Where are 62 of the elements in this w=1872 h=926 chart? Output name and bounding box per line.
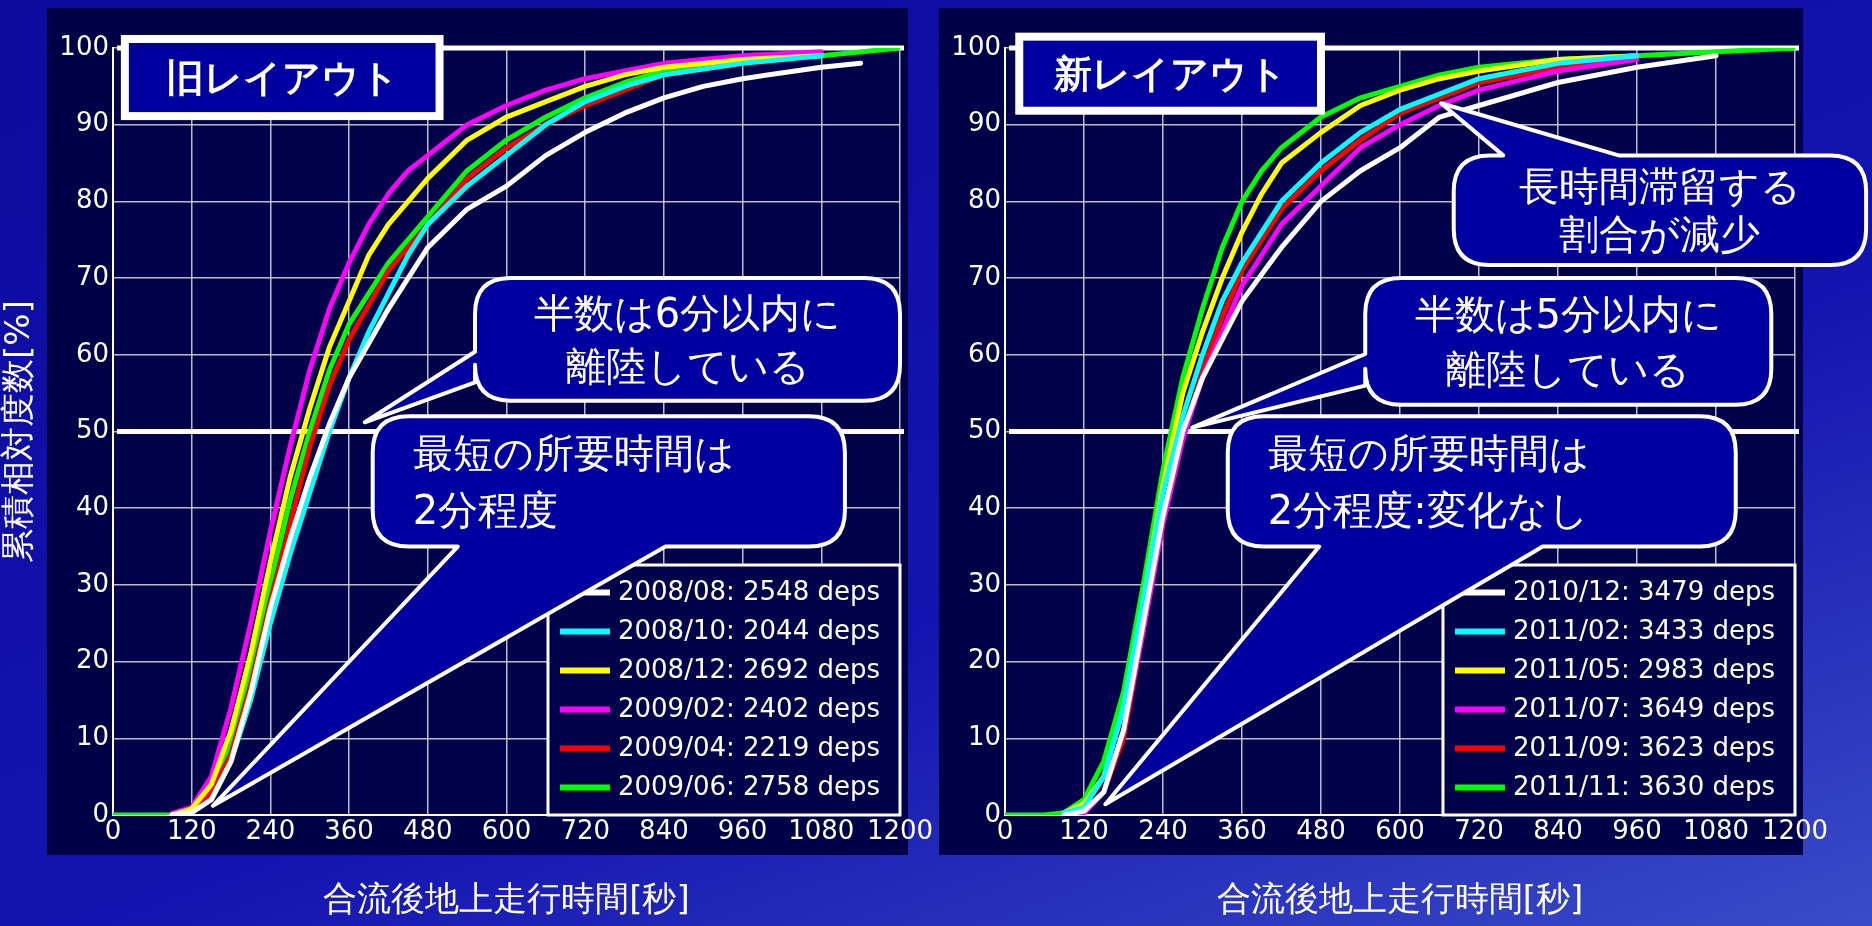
y-tick-label: 20	[75, 644, 109, 675]
annotation: 最短の所要時間は2分程度:変化なし	[1267, 430, 1590, 533]
legend-label: 2008/12: 2692 deps	[617, 654, 881, 685]
y-tick-label: 30	[75, 567, 109, 598]
y-tick-label: 50	[75, 414, 109, 445]
y-tick-label: 10	[967, 721, 1001, 752]
legend-label: 2011/02: 3433 deps	[1512, 615, 1776, 646]
chart-title: 新レイアウト	[1052, 51, 1287, 96]
y-tick-label: 80	[75, 184, 109, 215]
legend-label: 2008/08: 2548 deps	[617, 576, 881, 607]
y-tick-label: 80	[967, 184, 1001, 215]
x-tick-label: 1080	[788, 815, 855, 846]
legend-label: 2009/02: 2402 deps	[617, 693, 881, 724]
annotation: 半数は6分以内に離陸している	[533, 289, 842, 390]
x-tick-label: 240	[245, 815, 296, 846]
x-tick-label: 720	[560, 815, 611, 846]
x-tick-label: 840	[639, 815, 689, 846]
annotation: 長時間滞留する割合が減少	[1518, 163, 1801, 258]
x-tick-label: 240	[1138, 815, 1188, 846]
x-tick-label: 960	[1612, 815, 1662, 846]
x-tick-label: 840	[1533, 815, 1583, 846]
x-tick-label: 480	[1296, 815, 1346, 846]
x-tick-label: 960	[717, 815, 768, 846]
y-tick-label: 70	[75, 260, 109, 291]
y-tick-label: 70	[967, 260, 1001, 291]
legend-label: 2011/07: 3649 deps	[1512, 693, 1776, 724]
x-tick-label: 120	[166, 815, 217, 846]
y-tick-label: 60	[75, 337, 109, 368]
legend-label: 2011/11: 3630 deps	[1512, 771, 1776, 802]
y-tick-label: 30	[967, 567, 1001, 598]
x-tick-label: 360	[324, 815, 374, 846]
x-tick-label: 1200	[866, 815, 934, 846]
y-tick-label: 100	[59, 30, 109, 61]
annotation: 最短の所要時間は2分程度	[412, 430, 735, 533]
x-tick-label: 360	[1217, 815, 1267, 846]
x-tick-label: 120	[1059, 815, 1109, 846]
y-tick-label: 40	[967, 490, 1001, 521]
x-tick-label: 600	[481, 815, 532, 846]
x-tick-label: 720	[1454, 815, 1504, 846]
x-tick-label: 480	[402, 815, 453, 846]
annotation: 半数は5分以内に離陸している	[1414, 290, 1722, 392]
y-tick-label: 10	[75, 721, 109, 752]
y-tick-label: 90	[75, 107, 109, 138]
y-tick-label: 90	[967, 107, 1001, 138]
x-axis-title: 合流後地上走行時間[秒]	[1216, 878, 1584, 919]
legend-label: 2011/09: 3623 deps	[1512, 732, 1776, 763]
x-tick-label: 600	[1375, 815, 1425, 846]
y-tick-label: 40	[75, 490, 109, 521]
legend-label: 2009/06: 2758 deps	[617, 771, 881, 802]
y-tick-label: 60	[967, 337, 1001, 368]
legend-label: 2008/10: 2044 deps	[617, 615, 881, 646]
x-tick-label: 1200	[1761, 815, 1829, 846]
y-tick-label: 100	[951, 30, 1001, 61]
y-tick-label: 50	[967, 414, 1001, 445]
legend-label: 2011/05: 2983 deps	[1512, 654, 1776, 685]
y-axis-title: 累積相対度数[%]	[0, 300, 38, 563]
chart-title: 旧レイアウト	[165, 55, 399, 100]
x-tick-label: 1080	[1682, 815, 1750, 846]
legend-label: 2010/12: 3479 deps	[1512, 576, 1776, 607]
legend-label: 2009/04: 2219 deps	[617, 732, 881, 763]
y-tick-label: 20	[967, 644, 1001, 675]
x-axis-title: 合流後地上走行時間[秒]	[323, 878, 690, 919]
